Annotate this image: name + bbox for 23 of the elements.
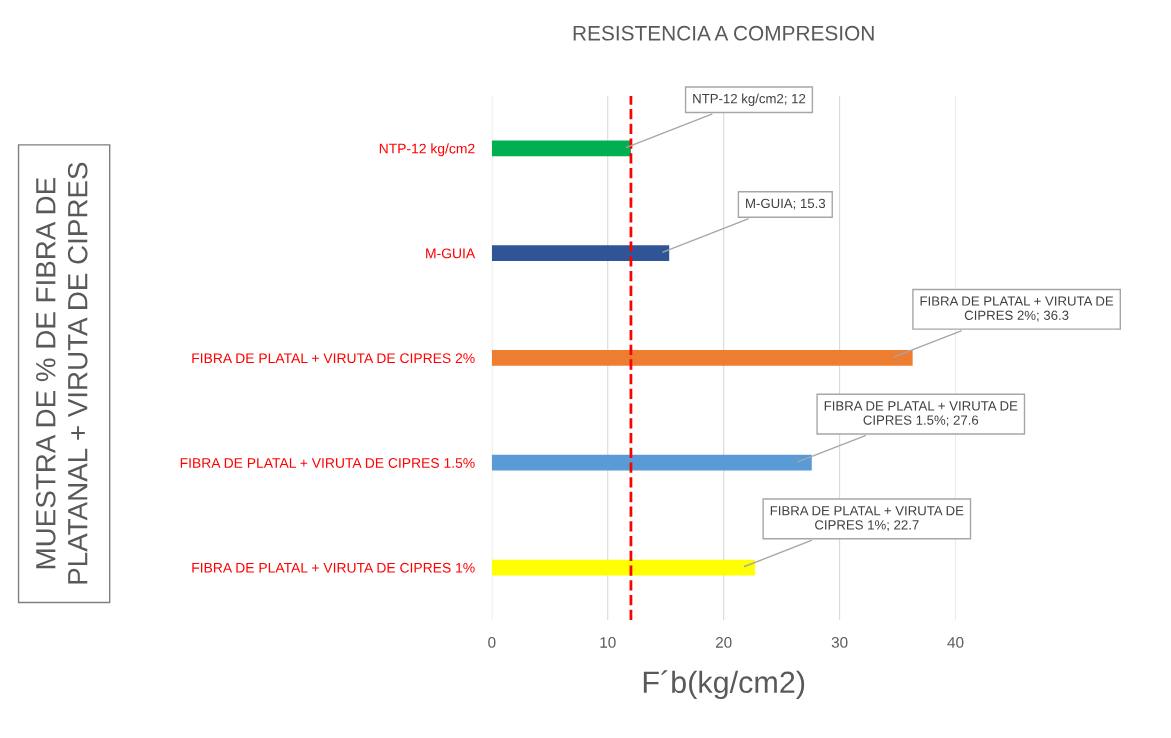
y-tick-label: FIBRA DE PLATAL + VIRUTA DE CIPRES 2% [192, 353, 475, 364]
x-tick-label: 30 [831, 636, 848, 648]
y-tick-label: M-GUIA [426, 248, 476, 259]
data-label: M-GUIA; 15.3 [746, 198, 826, 210]
y-tick-label: FIBRA DE PLATAL + VIRUTA DE CIPRES 1.5% [180, 458, 475, 468]
data-label: FIBRA DE PLATAL + VIRUTA DE CIPRES 1%; 22.7 [770, 506, 964, 532]
x-tick-label: 0 [488, 636, 496, 648]
bar [491, 140, 631, 157]
data-label: FIBRA DE PLATAL + VIRUTA DE CIPRES 1.5%; 27.6 [824, 401, 1018, 427]
bar [491, 245, 670, 261]
x-tick-label: 10 [600, 636, 616, 648]
x-tick-label: 20 [715, 636, 732, 648]
y-tick-label: NTP-12 kg/cm2 [379, 143, 475, 157]
bar [491, 559, 755, 576]
x-axis-title: F´b(kg/cm2) [643, 670, 805, 700]
data-label: NTP-12 kg/cm2; 12 [693, 93, 806, 106]
y-tick-label: FIBRA DE PLATAL + VIRUTA DE CIPRES 1% [192, 562, 475, 573]
bar [491, 350, 913, 366]
x-tick-label: 40 [947, 636, 964, 648]
bar [491, 454, 812, 471]
y-axis-title: MUESTRA DE % DE FIBRA DE PLATANAL + VIRUTA DE CIPRES [35, 162, 88, 584]
data-label: FIBRA DE PLATAL + VIRUTA DE CIPRES 2%; 36.3 [920, 296, 1114, 322]
chart-title: RESISTENCIA A COMPRESION [573, 25, 874, 41]
